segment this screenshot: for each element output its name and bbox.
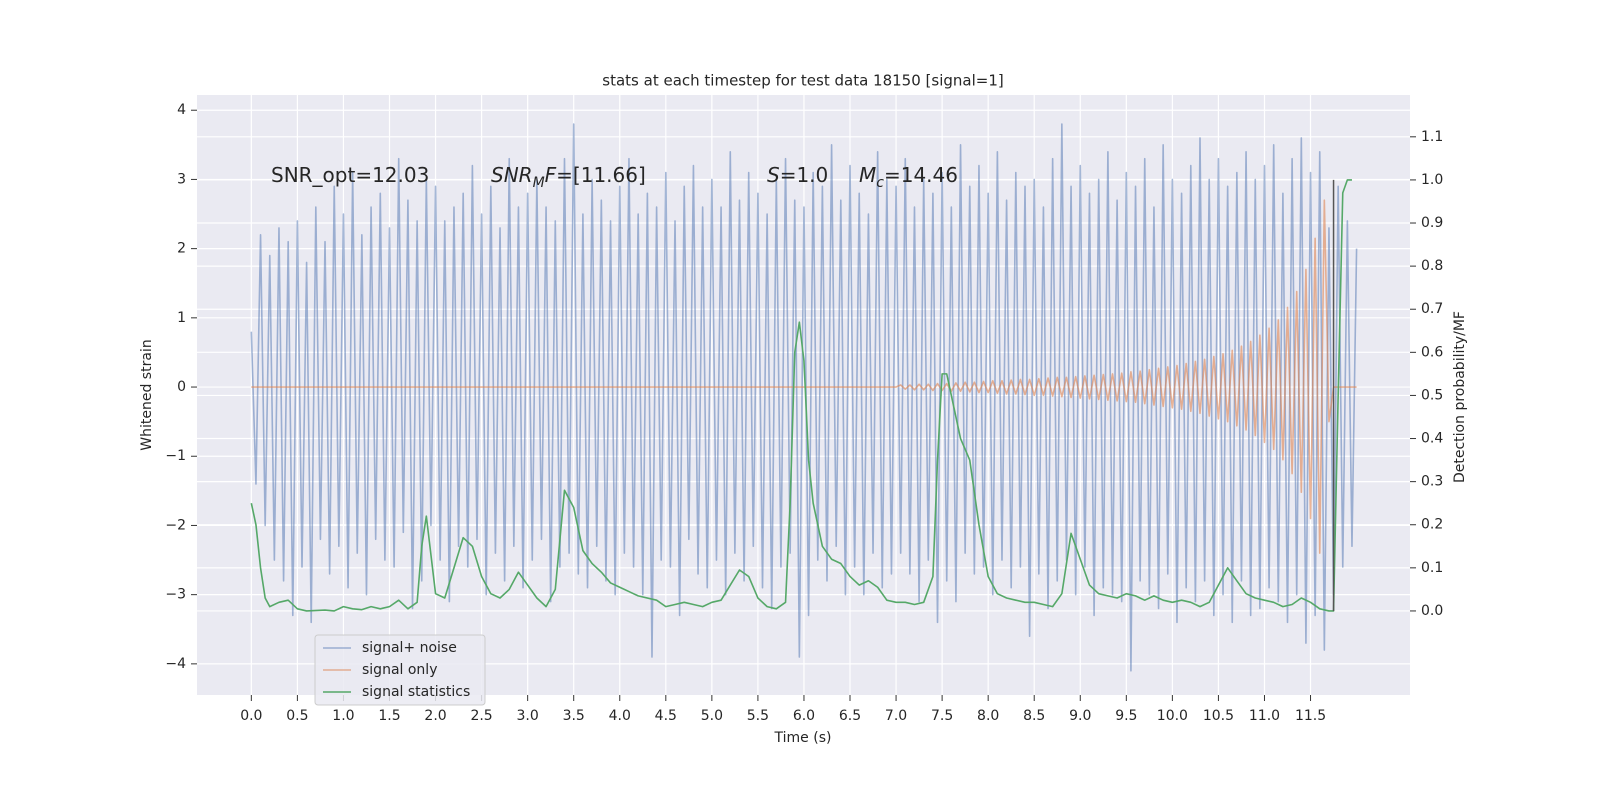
y-tick-label: −3 xyxy=(165,587,186,603)
y-tick-label: −1 xyxy=(165,448,186,464)
y-tick-label: 2 xyxy=(177,241,186,257)
x-tick-label: 2.0 xyxy=(424,708,446,724)
x-tick-label: 0.5 xyxy=(286,708,308,724)
x-tick-label: 6.5 xyxy=(839,708,861,724)
annotation-part: F xyxy=(545,163,557,187)
labels: 0.0 0.5 1.0 1.5 2.0 2.5 3.0 3.5 4.0 4.5 5.0 5.5 6.0 6… xyxy=(165,102,1443,724)
x-tick-label: 9.0 xyxy=(1069,708,1091,724)
annotation-part: =1.0 xyxy=(780,163,829,187)
x-tick-label: 7.0 xyxy=(885,708,907,724)
x-tick-label: 0.0 xyxy=(240,708,262,724)
annotation-part: M xyxy=(859,163,876,187)
legend-label: signal+ noise xyxy=(362,640,457,656)
legend-label: signal only xyxy=(362,662,437,678)
y2-tick-label: 1.1 xyxy=(1421,129,1443,145)
x-axis-label: Time (s) xyxy=(774,730,832,746)
y2-tick-label: 0.2 xyxy=(1421,517,1443,533)
y2-tick-label: 0.9 xyxy=(1421,215,1443,231)
y-tick-label: −4 xyxy=(165,656,186,672)
annotation: SNRMF=[11.66] xyxy=(491,163,646,191)
x-tick-label: 4.5 xyxy=(655,708,677,724)
y2-tick-label: 0.1 xyxy=(1421,560,1443,576)
annotation-part: c xyxy=(876,175,884,191)
x-tick-label: 1.0 xyxy=(332,708,354,724)
annotation-part: =14.46 xyxy=(884,163,958,187)
annotation-part: S xyxy=(767,163,780,187)
y-tick-label: 4 xyxy=(177,102,186,118)
series-line xyxy=(250,123,1358,672)
annotation: Mc=14.46 xyxy=(859,163,958,191)
annotation-part: SNR_opt=12.03 xyxy=(271,163,429,187)
y-tick-label: 0 xyxy=(177,379,186,395)
y2-tick-label: 0.8 xyxy=(1421,258,1443,274)
x-tick-label: 5.5 xyxy=(747,708,769,724)
y2-tick-label: 0.5 xyxy=(1421,387,1443,403)
y2-tick-label: 0.7 xyxy=(1421,301,1443,317)
x-tick-label: 7.5 xyxy=(931,708,953,724)
y2-tick-label: 0.3 xyxy=(1421,474,1443,490)
y-tick-label: 3 xyxy=(177,171,186,187)
y2-tick-label: 0.4 xyxy=(1421,431,1443,447)
annotation: SNR_opt=12.03 xyxy=(271,163,429,187)
x-tick-label: 4.0 xyxy=(609,708,631,724)
y2-tick-label: 0.6 xyxy=(1421,344,1443,360)
x-tick-label: 3.0 xyxy=(517,708,539,724)
y2-tick-label: 0.0 xyxy=(1421,603,1443,619)
x-tick-label: 10.5 xyxy=(1203,708,1234,724)
y-tick-label: −2 xyxy=(165,517,186,533)
y2-tick-label: 1.0 xyxy=(1421,172,1443,188)
series-line xyxy=(251,199,1357,554)
x-tick-label: 1.5 xyxy=(378,708,400,724)
annotation: S=1.0 xyxy=(767,163,828,187)
x-tick-label: 8.0 xyxy=(977,708,999,724)
legend-label: signal statistics xyxy=(362,684,470,700)
legend-box xyxy=(314,634,486,706)
x-tick-label: 11.5 xyxy=(1295,708,1326,724)
y2-axis-label: Detection probability/MF xyxy=(1452,311,1468,483)
annotation-part: M xyxy=(533,175,545,191)
series-line xyxy=(250,179,1352,612)
x-tick-label: 11.0 xyxy=(1249,708,1280,724)
x-tick-label: 8.5 xyxy=(1023,708,1045,724)
y-axis-label: Whitened strain xyxy=(139,339,155,450)
x-tick-label: 9.5 xyxy=(1115,708,1137,724)
annotation-part: SNR xyxy=(491,163,533,187)
x-tick-label: 6.0 xyxy=(793,708,815,724)
legend: signal+ noise signal only signal statistic… xyxy=(314,634,486,706)
x-tick-label: 10.0 xyxy=(1157,708,1188,724)
x-tick-label: 5.0 xyxy=(701,708,723,724)
annotation-part: =[11.66] xyxy=(556,163,646,187)
chart-title: stats at each timestep for test data 181… xyxy=(602,72,1003,90)
marks xyxy=(250,123,1358,672)
x-tick-label: 2.5 xyxy=(470,708,492,724)
y-tick-label: 1 xyxy=(177,310,186,326)
x-tick-label: 3.5 xyxy=(563,708,585,724)
